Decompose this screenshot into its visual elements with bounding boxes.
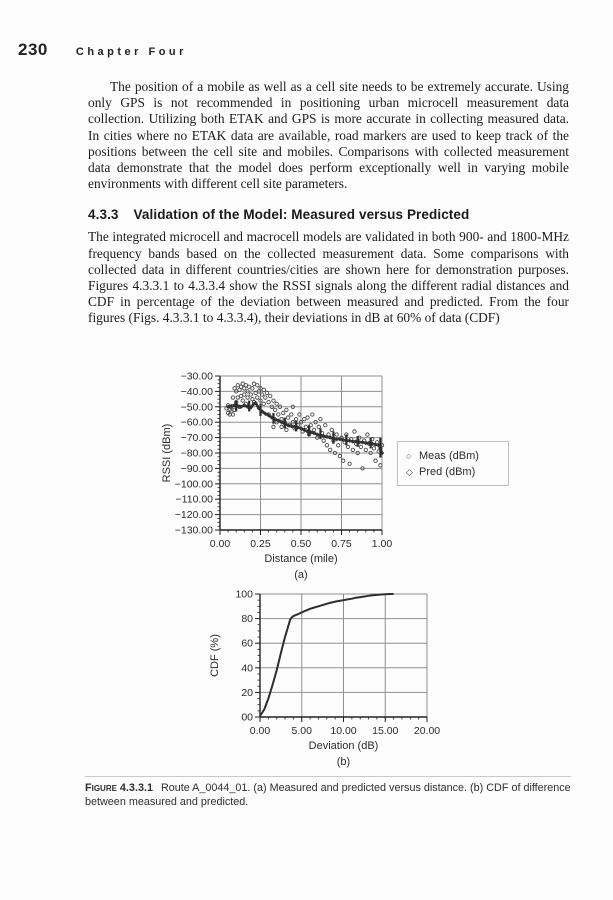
svg-text:0.50: 0.50 <box>291 538 312 550</box>
svg-text:CDF (%): CDF (%) <box>209 634 221 677</box>
cdf-deviation-chart: 0.00 5.00 10.00 15.00 20.00 00 20 40 60 80 100 Devi… <box>209 589 440 769</box>
svg-text:−100.00: −100.00 <box>175 478 213 490</box>
circle-marker-icon: ○ <box>406 451 412 461</box>
svg-text:−120.00: −120.00 <box>175 509 213 521</box>
figure-caption: Figure 4.3.3.1 Route A_0044_01. (a) Measu… <box>85 782 572 810</box>
legend-label: Pred (dBm) <box>419 466 476 478</box>
legend-item: ○ Meas (dBm) <box>406 448 500 464</box>
svg-text:100: 100 <box>235 589 253 601</box>
chapter-title: Chapter Four <box>75 46 187 58</box>
svg-text:−130.00: −130.00 <box>175 525 213 537</box>
svg-text:RSSI (dBm): RSSI (dBm) <box>161 424 173 483</box>
svg-text:20: 20 <box>241 687 253 699</box>
running-header: 230 Chapter Four <box>18 40 187 60</box>
svg-text:0.00: 0.00 <box>250 725 271 737</box>
svg-text:00: 00 <box>241 712 253 724</box>
svg-text:−40.00: −40.00 <box>181 386 214 398</box>
svg-text:40: 40 <box>241 662 253 674</box>
figure-caption-text: Route A_0044_01. (a) Measured and predic… <box>85 782 571 808</box>
svg-text:20.00: 20.00 <box>414 725 440 737</box>
svg-text:1.00: 1.00 <box>372 538 393 550</box>
caption-rule <box>85 776 571 777</box>
paragraph-validation: The integrated microcell and macrocell m… <box>88 229 569 326</box>
svg-text:−50.00: −50.00 <box>181 401 214 413</box>
svg-text:−90.00: −90.00 <box>181 463 214 475</box>
section-title: Validation of the Model: Measured versus… <box>133 207 470 223</box>
rssi-distance-chart: 0.00 0.25 0.50 0.75 1.00 −30.00 −40.00 −50.00 −6… <box>161 371 393 582</box>
svg-text:5.00: 5.00 <box>292 725 313 737</box>
legend-label: Meas (dBm) <box>419 450 479 462</box>
paragraph-gps-accuracy: The position of a mobile as well as a ce… <box>88 79 569 192</box>
svg-text:0.00: 0.00 <box>210 538 231 550</box>
svg-text:10.00: 10.00 <box>330 725 356 737</box>
svg-text:−30.00: −30.00 <box>181 371 214 383</box>
chart-legend: ○ Meas (dBm) ◇ Pred (dBm) <box>397 441 509 486</box>
diamond-marker-icon: ◇ <box>406 467 413 477</box>
svg-text:(a): (a) <box>294 569 307 581</box>
svg-text:Distance (mile): Distance (mile) <box>264 553 337 565</box>
svg-text:15.00: 15.00 <box>372 725 398 737</box>
svg-text:60: 60 <box>241 638 253 650</box>
svg-text:80: 80 <box>241 613 253 625</box>
svg-text:0.25: 0.25 <box>250 538 271 550</box>
figure-caption-label: Figure 4.3.3.1 <box>85 782 153 794</box>
page-number: 230 <box>18 40 48 59</box>
svg-text:Deviation (dB): Deviation (dB) <box>309 740 379 752</box>
svg-text:−110.00: −110.00 <box>176 494 214 506</box>
svg-text:0.75: 0.75 <box>331 538 352 550</box>
section-heading: 4.3.3 Validation of the Model: Measured v… <box>88 207 569 222</box>
text-column: The position of a mobile as well as a ce… <box>88 79 569 327</box>
legend-item: ◇ Pred (dBm) <box>406 464 500 480</box>
svg-text:−60.00: −60.00 <box>181 417 214 429</box>
svg-text:−80.00: −80.00 <box>181 448 214 460</box>
section-number: 4.3.3 <box>88 207 119 223</box>
svg-text:−70.00: −70.00 <box>181 432 214 444</box>
svg-text:(b): (b) <box>337 756 350 768</box>
